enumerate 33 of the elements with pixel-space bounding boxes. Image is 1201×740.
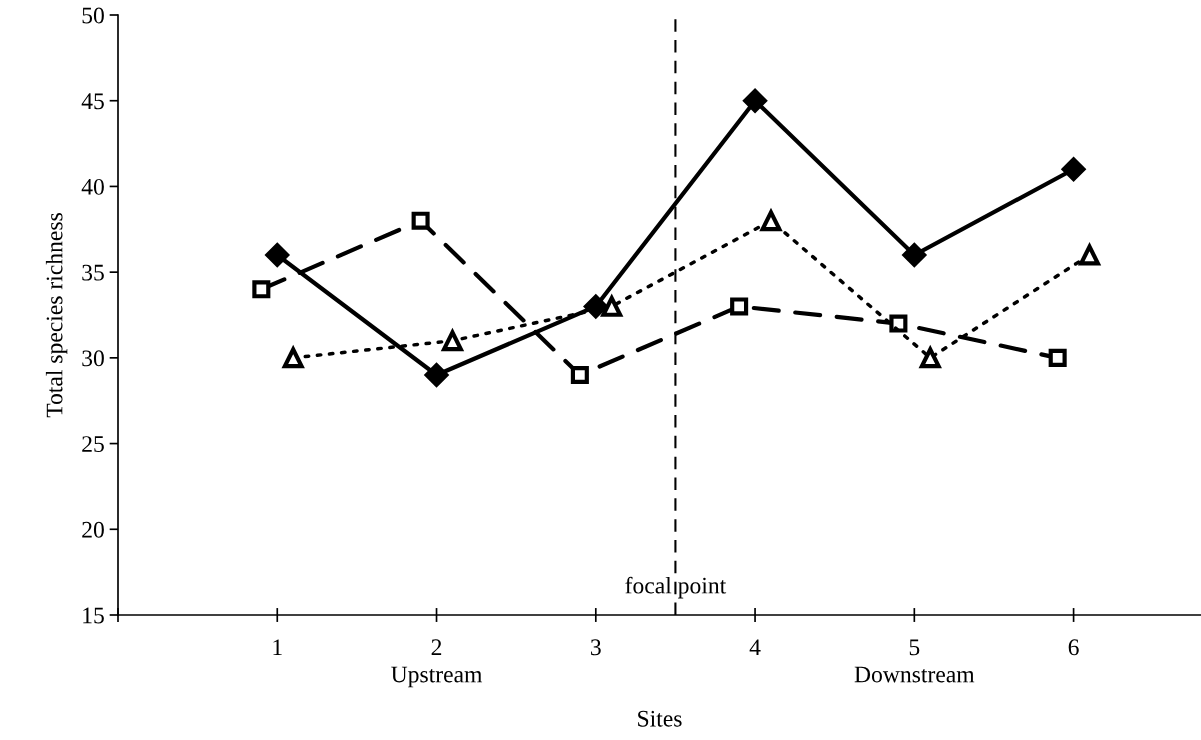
x-axis-title: Sites <box>638 710 682 727</box>
x-tick-label: 1 <box>273 639 282 655</box>
y-tick-label: 25 <box>82 436 104 452</box>
point <box>760 210 782 232</box>
point <box>743 88 767 113</box>
y-tick-label: 40 <box>81 178 104 195</box>
y-tick-label: 45 <box>81 93 104 110</box>
point <box>424 363 449 387</box>
x-tick-label: 2 <box>431 639 442 655</box>
y-tick-label: 50 <box>82 7 104 24</box>
x-tick-label: 4 <box>749 639 761 655</box>
y-axis-title: Total species richness <box>45 213 68 418</box>
point <box>265 243 290 267</box>
point <box>1077 242 1102 266</box>
point <box>583 294 608 319</box>
text: Upstream <box>391 666 483 688</box>
x-tick-label: 5 <box>909 639 920 656</box>
point <box>889 314 908 333</box>
y-tick-label: 30 <box>82 350 104 367</box>
ref-line-label: focal point <box>625 576 727 599</box>
text: Downstream <box>854 666 975 683</box>
point <box>570 365 589 385</box>
y-tick-label: 15 <box>83 607 104 624</box>
x-tick-label: 6 <box>1068 639 1079 656</box>
point <box>730 297 749 316</box>
point <box>902 243 927 267</box>
point <box>1061 157 1086 182</box>
point <box>1048 348 1067 367</box>
x-tick-label: 3 <box>591 639 601 656</box>
point <box>411 211 430 230</box>
point <box>252 280 271 299</box>
y-tick-label: 20 <box>82 521 104 538</box>
y-tick-label: 35 <box>82 264 104 281</box>
